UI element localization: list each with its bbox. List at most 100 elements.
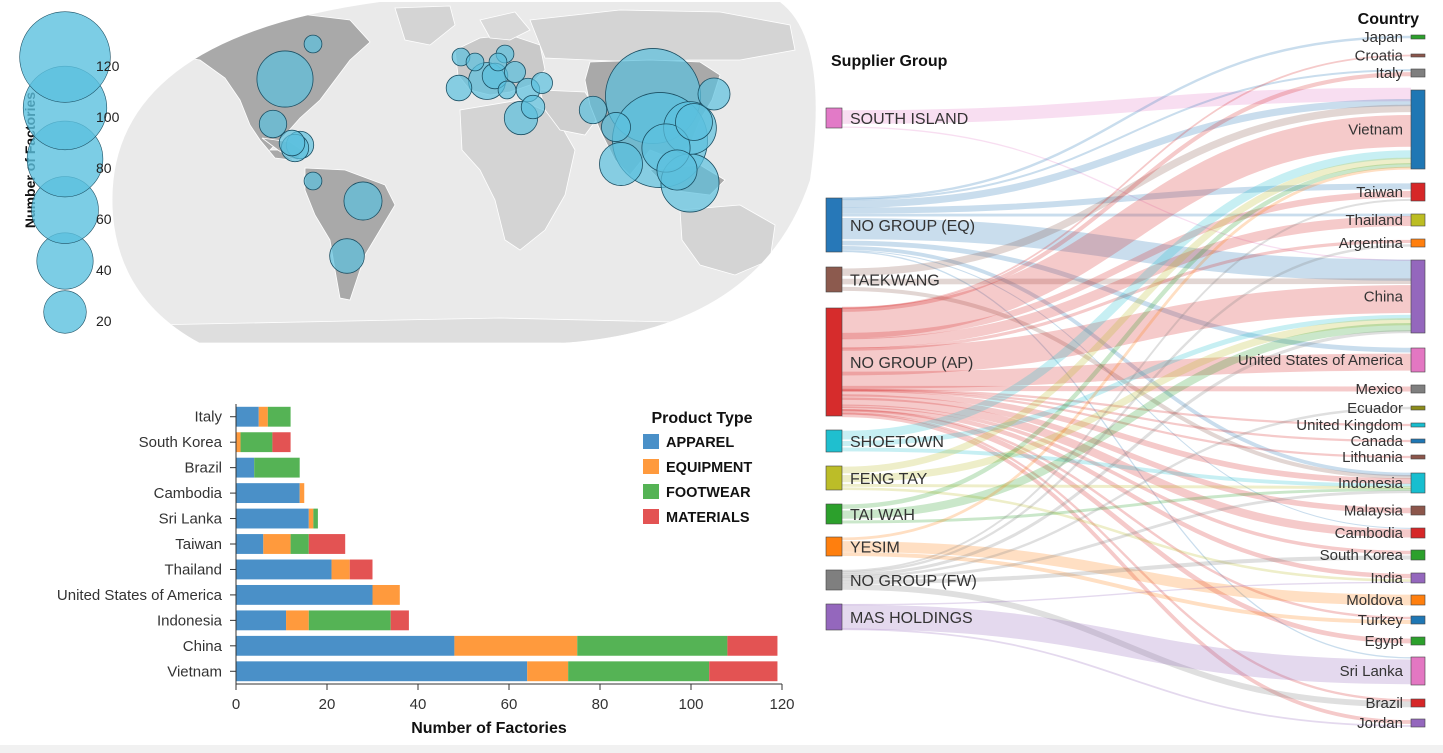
bar-segment[interactable] <box>258 406 268 427</box>
sankey-link[interactable] <box>841 490 1412 581</box>
sankey-target-node[interactable] <box>1410 454 1426 460</box>
bar-segment[interactable] <box>236 457 255 478</box>
map-bubble-canada[interactable] <box>303 34 323 54</box>
sankey-link[interactable] <box>841 389 1412 459</box>
bar-segment[interactable] <box>254 457 300 478</box>
sankey-target-node[interactable] <box>1410 636 1426 646</box>
sankey-link[interactable] <box>841 628 1412 727</box>
sankey-link[interactable] <box>841 394 1412 514</box>
bar-segment[interactable] <box>267 406 291 427</box>
bar-segment[interactable] <box>568 661 710 682</box>
sankey-link[interactable] <box>841 323 1412 519</box>
map-bubble-georgia[interactable] <box>531 72 553 94</box>
map-bubble-india[interactable] <box>578 95 608 125</box>
map-bubble-cambodia[interactable] <box>656 149 698 191</box>
sankey-source-node[interactable] <box>825 197 843 253</box>
sankey-target-node[interactable] <box>1410 422 1426 428</box>
map-bubble-pakistan[interactable] <box>601 112 631 142</box>
sankey-target-node[interactable] <box>1410 594 1426 606</box>
sankey-link[interactable] <box>841 54 1412 310</box>
sankey-target-node[interactable] <box>1410 259 1426 334</box>
sankey-link[interactable] <box>841 353 1412 389</box>
sankey-target-node[interactable] <box>1410 68 1426 78</box>
sankey-target-node[interactable] <box>1410 53 1426 58</box>
bar-segment[interactable] <box>236 635 455 656</box>
sankey-source-node[interactable] <box>825 307 843 417</box>
sankey-link[interactable] <box>841 581 1412 606</box>
sankey-link[interactable] <box>841 483 1412 490</box>
bar-segment[interactable] <box>236 559 332 580</box>
sankey-target-node[interactable] <box>1410 405 1426 411</box>
map-bubble-jordan[interactable] <box>520 94 546 120</box>
map-bubble-argentina[interactable] <box>329 238 365 274</box>
sankey-link[interactable] <box>841 215 1412 349</box>
sankey-link[interactable] <box>841 385 1412 392</box>
sankey-link[interactable] <box>841 488 1412 524</box>
sankey-link[interactable] <box>841 150 1412 440</box>
map-bubble-united-states-of-america[interactable] <box>256 50 314 108</box>
bar-segment[interactable] <box>240 432 273 453</box>
sankey-link[interactable] <box>841 286 1412 480</box>
sankey-source-node[interactable] <box>825 429 843 453</box>
sankey-link[interactable] <box>841 157 1412 474</box>
sankey-link[interactable] <box>841 183 1412 214</box>
sankey-target-node[interactable] <box>1410 384 1426 394</box>
sankey-target-node[interactable] <box>1410 549 1426 561</box>
sankey-link[interactable] <box>841 104 1412 276</box>
sankey-target-node[interactable] <box>1410 472 1426 494</box>
bar-segment[interactable] <box>286 610 309 631</box>
bar-segment[interactable] <box>372 584 400 605</box>
sankey-source-node[interactable] <box>825 603 843 631</box>
bar-segment[interactable] <box>390 610 409 631</box>
sankey-link[interactable] <box>841 318 1412 483</box>
map-bubble-malaysia[interactable] <box>445 74 473 102</box>
legend-label[interactable]: MATERIALS <box>666 510 750 526</box>
sankey-link[interactable] <box>841 126 1412 262</box>
sankey-target-node[interactable] <box>1410 89 1426 170</box>
sankey-target-node[interactable] <box>1410 615 1426 625</box>
sankey-link[interactable] <box>841 541 1412 606</box>
sankey-link[interactable] <box>841 35 1412 200</box>
sankey-source-node[interactable] <box>825 107 843 129</box>
sankey-link[interactable] <box>841 72 1412 312</box>
sankey-link[interactable] <box>841 87 1412 124</box>
sankey-link[interactable] <box>841 555 1412 585</box>
legend-label[interactable]: APPAREL <box>666 435 734 451</box>
bar-segment[interactable] <box>236 584 373 605</box>
sankey-link[interactable] <box>841 218 1412 281</box>
bar-segment[interactable] <box>236 534 264 554</box>
bar-segment[interactable] <box>236 508 309 529</box>
bar-segment[interactable] <box>308 534 346 554</box>
sankey-link[interactable] <box>841 409 1412 644</box>
sankey-target-node[interactable] <box>1410 656 1426 686</box>
bar-segment[interactable] <box>709 661 778 682</box>
bar-segment[interactable] <box>454 635 578 656</box>
sankey-target-node[interactable] <box>1410 527 1426 539</box>
bar-segment[interactable] <box>308 508 314 529</box>
sankey-link[interactable] <box>841 69 1412 201</box>
map-bubble-sri-lanka[interactable] <box>599 142 643 186</box>
sankey-link[interactable] <box>841 244 1412 574</box>
bar-segment[interactable] <box>527 661 569 682</box>
map-bubble-germany[interactable] <box>465 52 485 72</box>
sankey-target-node[interactable] <box>1410 182 1426 202</box>
map-bubble-brazil[interactable] <box>343 181 383 221</box>
sankey-target-node[interactable] <box>1410 238 1426 248</box>
bar-segment[interactable] <box>331 559 350 580</box>
bar-segment[interactable] <box>290 534 309 554</box>
sankey-target-node[interactable] <box>1410 34 1426 40</box>
map-bubble-japan[interactable] <box>697 77 731 111</box>
sankey-source-node[interactable] <box>825 569 843 591</box>
sankey-source-node[interactable] <box>825 465 843 491</box>
sankey-link[interactable] <box>841 250 1412 659</box>
map-bubble-bulgaria[interactable] <box>497 80 517 100</box>
sankey-link[interactable] <box>841 198 1412 572</box>
sankey-target-node[interactable] <box>1410 698 1426 708</box>
bar-segment[interactable] <box>299 483 305 504</box>
sankey-link[interactable] <box>841 583 1412 708</box>
sankey-link[interactable] <box>841 239 1412 351</box>
bar-segment[interactable] <box>236 483 300 504</box>
sankey-link[interactable] <box>841 447 1412 488</box>
legend-label[interactable]: FOOTWEAR <box>666 485 751 501</box>
bar-segment[interactable] <box>236 432 241 453</box>
